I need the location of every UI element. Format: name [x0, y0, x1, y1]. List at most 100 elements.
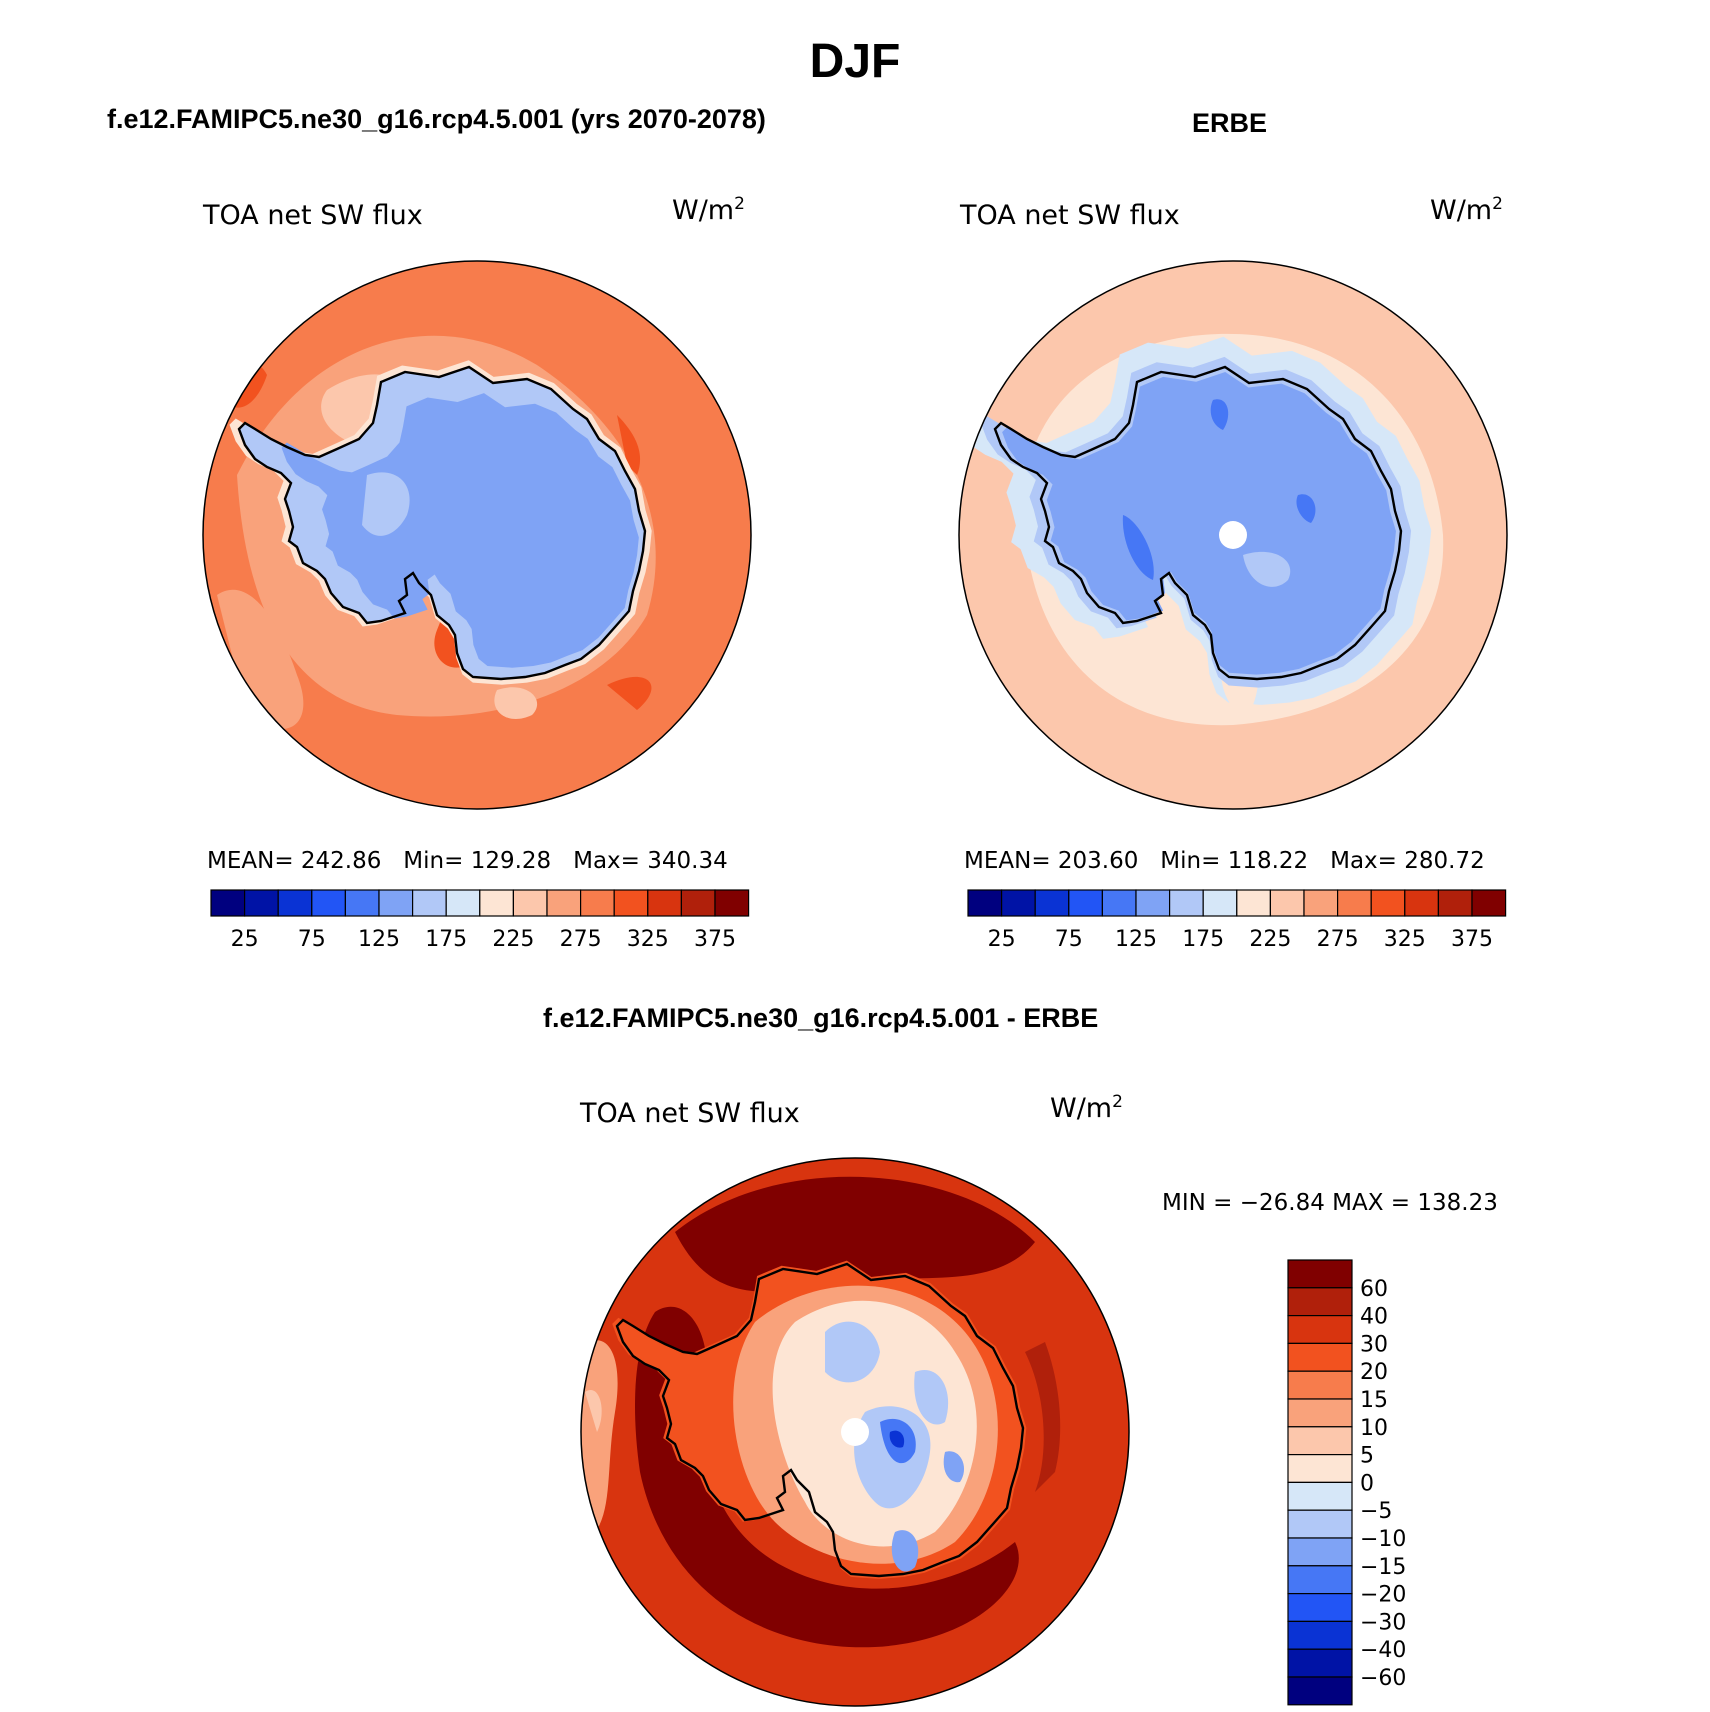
colorbar-swatch [1287, 1453, 1353, 1483]
colorbar-swatch [1287, 1370, 1353, 1400]
colorbar-tick-label: 325 [627, 927, 669, 952]
colorbar-tick-label: 15 [1360, 1388, 1388, 1413]
colorbar-swatch [714, 889, 750, 917]
figure-title: DJF [809, 35, 901, 88]
colorbar-swatch [680, 889, 716, 917]
colorbar-tick-label: 10 [1360, 1416, 1388, 1441]
colorbar-swatch [546, 889, 582, 917]
colorbar-swatch [647, 889, 682, 917]
obs-units-exp: 2 [1492, 194, 1503, 214]
colorbar-tick-label: −15 [1360, 1555, 1406, 1580]
obs-polar-map [958, 260, 1508, 810]
colorbar-swatch [1287, 1287, 1353, 1317]
colorbar-swatch [1303, 889, 1339, 917]
colorbar-swatch [1287, 1426, 1353, 1456]
colorbar-tick-label: −20 [1360, 1583, 1406, 1608]
colorbar-tick-label: 325 [1384, 927, 1426, 952]
colorbar-swatch [445, 889, 481, 917]
colorbar-swatch [1202, 889, 1238, 917]
colorbar-swatch [244, 889, 279, 917]
colorbar-swatch [1437, 889, 1473, 917]
colorbar-swatch [1269, 889, 1305, 917]
colorbar-swatch [210, 889, 246, 917]
colorbar-tick-label: −60 [1360, 1666, 1406, 1691]
colorbar-swatch [1000, 889, 1036, 917]
colorbar-tick-label: 5 [1360, 1444, 1374, 1469]
colorbar-swatch [967, 889, 1003, 917]
colorbar-swatch [311, 889, 346, 917]
obs-units-base: W/m [1430, 195, 1493, 226]
diff-units-label: W/m2 [1050, 1092, 1123, 1124]
colorbar-tick-label: 175 [425, 927, 467, 952]
colorbar-tick-label: 25 [988, 927, 1016, 952]
colorbar-tick-label: 275 [560, 927, 602, 952]
model-colorbar: 25 75 125 175 225 275 325 375 [210, 889, 750, 952]
colorbar-swatch [579, 889, 615, 917]
colorbar-tick-label: 75 [1055, 927, 1083, 952]
colorbar-swatch [1287, 1592, 1353, 1622]
colorbar-tick-label: −30 [1360, 1610, 1406, 1635]
obs-panel-heading: ERBE [1192, 108, 1268, 138]
colorbar-tick-label: −40 [1360, 1638, 1406, 1663]
colorbar-tick-label: 75 [298, 927, 326, 952]
colorbar-swatch [1068, 889, 1104, 917]
colorbar-tick-label: 375 [1451, 927, 1493, 952]
colorbar-swatch [1287, 1509, 1353, 1539]
colorbar-tick-label: 125 [1115, 927, 1157, 952]
colorbar-swatch [1287, 1648, 1353, 1678]
model-polar-map [202, 260, 752, 810]
colorbar-swatch [1287, 1481, 1353, 1511]
colorbar-swatch [1287, 1537, 1353, 1567]
colorbar-swatch [1287, 1398, 1353, 1428]
colorbar-tick-label: 0 [1360, 1471, 1374, 1496]
colorbar-swatch [378, 889, 414, 917]
colorbar-swatch [1287, 1342, 1353, 1372]
colorbar-tick-label: −5 [1360, 1499, 1392, 1524]
model-units-exp: 2 [734, 194, 745, 214]
diff-variable-label: TOA net SW flux [580, 1098, 800, 1129]
colorbar-swatch [1168, 889, 1204, 917]
colorbar-swatch [1336, 889, 1372, 917]
colorbar-swatch [1370, 889, 1406, 917]
diff-stats-text: MIN = −26.84 MAX = 138.23 [1162, 1190, 1498, 1216]
colorbar-tick-label: 25 [231, 927, 259, 952]
colorbar-tick-label: −10 [1360, 1527, 1406, 1552]
model-units-label: W/m2 [672, 194, 745, 226]
colorbar-tick-label: 225 [1249, 927, 1291, 952]
colorbar-swatch [613, 889, 649, 917]
colorbar-swatch [412, 889, 447, 917]
colorbar-swatch [344, 889, 380, 917]
diff-panel-heading: f.e12.FAMIPC5.ne30_g16.rcp4.5.001 - ERBE [543, 1003, 1099, 1033]
colorbar-swatch [1034, 889, 1070, 917]
colorbar-tick-label: 40 [1360, 1305, 1388, 1330]
colorbar-swatch [1287, 1565, 1353, 1595]
colorbar-swatch [1287, 1676, 1353, 1706]
model-panel-heading: f.e12.FAMIPC5.ne30_g16.rcp4.5.001 (yrs 2… [107, 104, 766, 134]
obs-stats-text: MEAN= 203.60 Min= 118.22 Max= 280.72 [964, 848, 1485, 874]
colorbar-tick-label: 225 [492, 927, 534, 952]
obs-variable-label: TOA net SW flux [960, 200, 1180, 231]
model-variable-label: TOA net SW flux [203, 200, 423, 231]
diff-units-exp: 2 [1112, 1092, 1123, 1112]
colorbar-tick-label: 275 [1317, 927, 1359, 952]
diff-units-base: W/m [1050, 1093, 1113, 1124]
colorbar-tick-label: 60 [1360, 1277, 1388, 1302]
colorbar-swatch [512, 889, 548, 917]
colorbar-swatch [1135, 889, 1171, 917]
diff-polar-map [580, 1157, 1130, 1707]
model-units-base: W/m [672, 195, 735, 226]
colorbar-swatch [1287, 1259, 1353, 1289]
colorbar-swatch [1287, 1620, 1353, 1650]
colorbar-tick-label: 375 [694, 927, 736, 952]
colorbar-tick-label: 20 [1360, 1360, 1388, 1385]
colorbar-tick-label: 30 [1360, 1332, 1388, 1357]
colorbar-swatch [1101, 889, 1137, 917]
colorbar-swatch [277, 889, 313, 917]
colorbar-swatch [479, 889, 514, 917]
colorbar-tick-label: 175 [1182, 927, 1224, 952]
colorbar-tick-label: 125 [358, 927, 400, 952]
obs-units-label: W/m2 [1430, 194, 1503, 226]
obs-colorbar: 25 75 125 175 225 275 325 375 [967, 889, 1507, 952]
model-stats-text: MEAN= 242.86 Min= 129.28 Max= 340.34 [207, 848, 728, 874]
